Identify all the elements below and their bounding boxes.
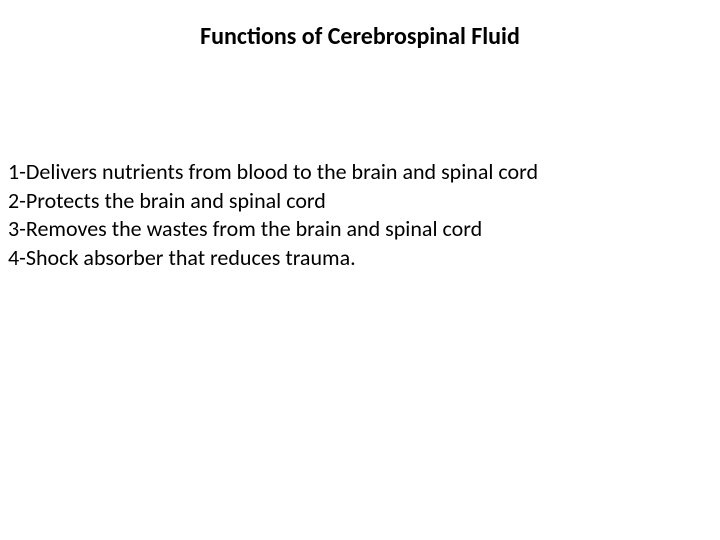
list-item: 3-Removes the wastes from the brain and … bbox=[8, 215, 538, 244]
list-item: 1-Delivers nutrients from blood to the b… bbox=[8, 158, 538, 187]
slide-container: Functions of Cerebrospinal Fluid 1-Deliv… bbox=[0, 0, 720, 540]
list-item: 4-Shock absorber that reduces trauma. bbox=[8, 244, 538, 273]
slide-content: 1-Delivers nutrients from blood to the b… bbox=[8, 158, 538, 272]
slide-title: Functions of Cerebrospinal Fluid bbox=[0, 0, 720, 51]
list-item: 2-Protects the brain and spinal cord bbox=[8, 187, 538, 216]
